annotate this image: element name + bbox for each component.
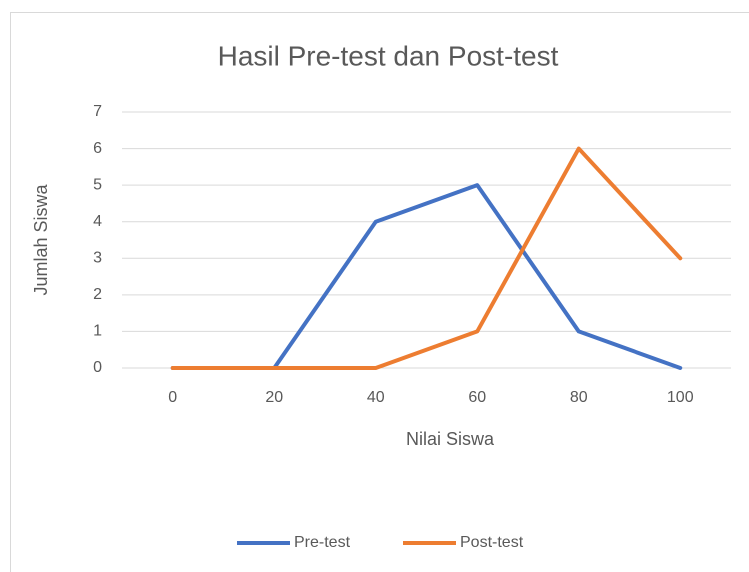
y-tick-label: 5 (93, 176, 102, 193)
x-tick-label: 60 (468, 389, 486, 406)
x-tick-label: 0 (168, 389, 177, 406)
y-tick-label: 6 (93, 140, 102, 157)
data-line (170, 146, 683, 370)
x-axis-label: Nilai Siswa (406, 429, 495, 449)
x-tick-label: 80 (570, 389, 588, 406)
chart-title: Hasil Pre-test dan Post-test (218, 40, 559, 71)
y-tick-label: 7 (93, 103, 102, 120)
y-tick-label: 4 (93, 213, 102, 230)
legend-label: Post-test (460, 534, 524, 551)
y-tick-label: 1 (93, 323, 102, 340)
x-tick-label: 40 (367, 389, 385, 406)
y-tick-label: 0 (93, 359, 102, 376)
y-tick-label: 2 (93, 286, 102, 303)
x-tick-label: 100 (667, 389, 694, 406)
y-axis-label: Jumlah Siswa (31, 183, 51, 295)
y-tick-label: 3 (93, 250, 102, 267)
x-tick-label: 20 (265, 389, 283, 406)
chart-border (10, 12, 749, 572)
legend-label: Pre-test (294, 534, 351, 551)
